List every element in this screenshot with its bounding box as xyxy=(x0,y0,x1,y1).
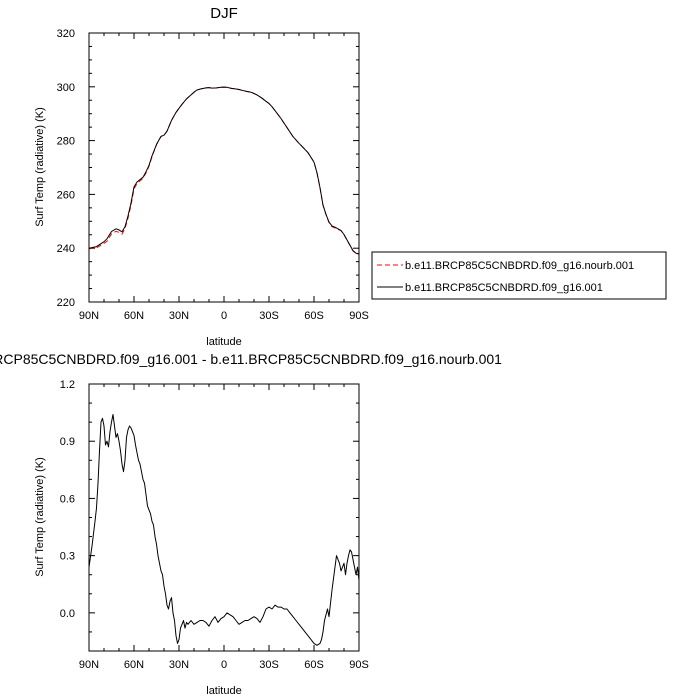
y-tick-label: 240 xyxy=(57,243,75,255)
x-tick-label: 60S xyxy=(304,659,324,671)
x-tick-label: 90N xyxy=(79,659,99,671)
x-tick-label: 60N xyxy=(124,310,144,322)
panel1-title: DJF xyxy=(210,5,238,22)
y-tick-label: 280 xyxy=(57,136,75,148)
x-tick-label: 30N xyxy=(169,310,189,322)
x-tick-label: 30S xyxy=(259,310,279,322)
panel1-ticks: 90N 60N 30N 0 30S 60S 90S 220 240 260 280 300 320 xyxy=(57,28,369,322)
x-tick-label: 0 xyxy=(221,310,227,322)
legend: b.e11.BRCP85C5CNBDRD.f09_g16.nourb.001 b… xyxy=(371,251,667,300)
x-tick-label: 60S xyxy=(304,310,324,322)
panel2-y-axis-label: Surf Temp (radiative) (K) xyxy=(34,457,46,577)
panel-zonal-mean: DJF Surf Temp (radiative) (K) latitude 9… xyxy=(34,5,369,348)
y-tick-label: 260 xyxy=(57,189,75,201)
x-tick-label: 90N xyxy=(79,310,99,322)
x-tick-label: 0 xyxy=(221,659,227,671)
legend-label-control: b.e11.BRCP85C5CNBDRD.f09_g16.001 xyxy=(405,282,603,294)
panel1-x-axis-label: latitude xyxy=(206,336,241,348)
x-tick-label: 30N xyxy=(169,659,189,671)
panel2-x-axis-label: latitude xyxy=(206,685,241,697)
x-tick-label: 90S xyxy=(349,310,369,322)
x-tick-label: 90S xyxy=(349,659,369,671)
y-tick-label: 0.9 xyxy=(60,436,75,448)
y-tick-label: 1.2 xyxy=(60,379,75,391)
y-tick-label: 0.3 xyxy=(60,551,75,563)
y-tick-label: 0.0 xyxy=(60,608,75,620)
legend-box xyxy=(371,251,667,300)
panel2-frame xyxy=(88,383,360,652)
x-tick-label: 30S xyxy=(259,659,279,671)
series-line-0-1 xyxy=(88,86,360,255)
legend-label-nourb: b.e11.BRCP85C5CNBDRD.f09_g16.nourb.001 xyxy=(405,260,634,272)
y-tick-label: 320 xyxy=(57,28,75,40)
panel2-ticks: 90N 60N 30N 0 30S 60S 90S 0.0 0.3 0.6 0.9 1.2 xyxy=(60,379,369,671)
y-tick-label: 0.6 xyxy=(60,493,75,505)
panel1-y-axis-label: Surf Temp (radiative) (K) xyxy=(34,107,46,227)
series-line-1-0 xyxy=(88,414,360,646)
panel1-plot-area xyxy=(88,86,360,255)
x-tick-label: 60N xyxy=(124,659,144,671)
panel2-plot-area xyxy=(88,414,360,646)
series-line-0-0 xyxy=(88,86,360,255)
y-tick-label: 300 xyxy=(57,82,75,94)
panel1-frame xyxy=(88,32,360,303)
y-tick-label: 220 xyxy=(57,297,75,309)
panel-difference: b.e11.BRCP85C5CNBDRD.f09_g16.001 - b.e11… xyxy=(0,351,502,697)
panel2-title: b.e11.BRCP85C5CNBDRD.f09_g16.001 - b.e11… xyxy=(0,351,502,367)
